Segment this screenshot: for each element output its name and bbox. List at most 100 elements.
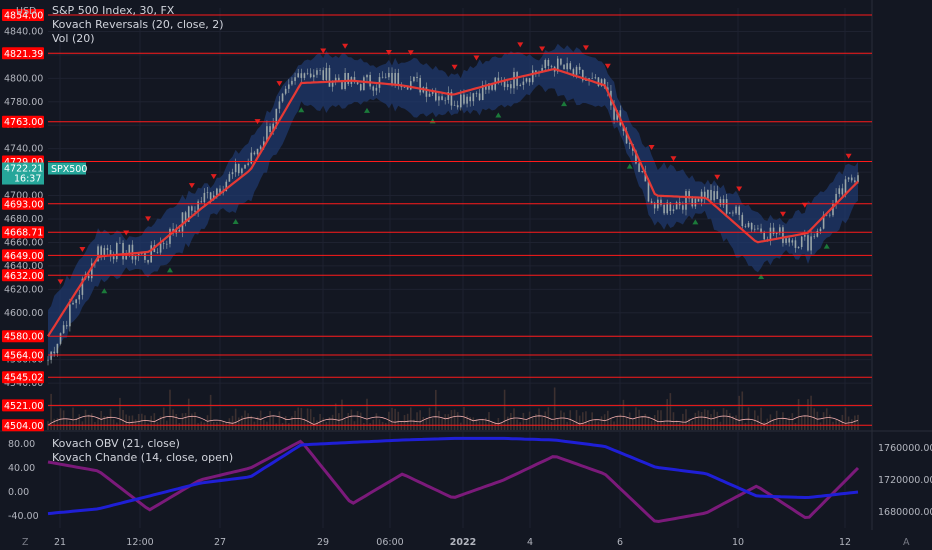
candle-body <box>247 163 249 165</box>
candle-body <box>228 174 231 182</box>
candle-body <box>688 191 690 199</box>
volume-bar <box>112 419 115 430</box>
candle-body <box>203 192 206 203</box>
volume-bar <box>341 399 343 430</box>
volume-bar <box>725 409 728 430</box>
level-label: 4763.00 <box>4 117 43 128</box>
candle-body <box>475 93 478 94</box>
sub-y-tick-label: -40.00 <box>8 511 39 522</box>
x-tick-label: 29 <box>317 537 329 548</box>
volume-bar <box>397 411 400 430</box>
candle-body <box>334 77 337 82</box>
x-tick-label: 4 <box>527 537 533 548</box>
candle-body <box>456 105 459 108</box>
candle-body <box>441 96 443 100</box>
level-label-bg <box>2 249 44 262</box>
sub-legend: Kovach OBV (21, close) Kovach Chande (14… <box>52 437 233 465</box>
candle-body <box>488 83 490 90</box>
candle-body <box>460 94 462 108</box>
volume-bar <box>494 421 497 430</box>
volume-bar <box>250 415 253 430</box>
volume-bar <box>688 418 690 430</box>
sub-y-tick-label: 80.00 <box>8 439 35 450</box>
candle-body <box>72 302 74 305</box>
candle-body <box>219 188 221 193</box>
volume-bar <box>181 413 184 430</box>
candle-body <box>241 168 243 174</box>
candle-body <box>738 206 740 215</box>
volume-bar <box>616 416 618 430</box>
candle-body <box>166 243 168 245</box>
candle-body <box>381 76 384 78</box>
volume-bar <box>607 410 609 430</box>
volume-bar <box>303 418 306 430</box>
candle-body <box>722 199 725 206</box>
down-reversal-marker <box>188 183 195 189</box>
volume-bar <box>578 415 581 430</box>
candle-body <box>294 77 296 81</box>
main-legend: S&P 500 Index, 30, FX Kovach Reversals (… <box>52 4 224 46</box>
candle-body <box>810 236 812 251</box>
candle-body <box>100 246 102 256</box>
candle-body <box>147 259 149 263</box>
price-badge-countdown: 16:37 <box>14 174 41 185</box>
volume-bar <box>134 419 137 430</box>
candle-body <box>716 191 719 200</box>
volume-bar <box>406 413 409 430</box>
candle-body <box>331 81 334 87</box>
up-reversal-marker <box>823 243 830 249</box>
volume-bar <box>800 416 803 430</box>
candle-body <box>216 188 218 196</box>
chande-line <box>47 439 860 524</box>
volume-bar <box>460 422 462 430</box>
candle-body <box>466 96 468 104</box>
volume-bar <box>832 421 834 430</box>
volume-bar <box>356 411 359 430</box>
y-tick-label: 4780.00 <box>4 97 43 108</box>
volume-bar <box>766 418 769 430</box>
volume-bar <box>600 416 603 430</box>
candle-body <box>503 81 506 88</box>
candle-body <box>663 204 665 214</box>
candle-body <box>300 73 303 78</box>
candle-body <box>75 299 77 303</box>
volume-bar <box>472 417 475 430</box>
indicator-chande-label: Kovach Chande (14, close, open) <box>52 451 234 464</box>
volume-bar <box>97 417 99 430</box>
volume-bar <box>237 417 240 430</box>
volume-bar <box>694 412 697 430</box>
candle-body <box>237 163 240 174</box>
volume-bar <box>413 419 415 430</box>
volume-bar <box>259 410 262 430</box>
candle-body <box>713 191 715 201</box>
candle-body <box>316 70 318 75</box>
volume-bar <box>234 408 237 430</box>
volume-bar <box>475 419 478 430</box>
volume-bar <box>331 414 334 430</box>
candle-body <box>69 304 71 327</box>
candle-body <box>760 228 762 233</box>
level-label-bg <box>2 269 44 282</box>
down-reversal-marker <box>670 156 677 162</box>
level-label: 4693.00 <box>4 199 43 210</box>
volume-bar <box>384 422 387 430</box>
volume-bar <box>441 417 443 430</box>
volume-bar <box>256 416 259 430</box>
volume-bar <box>794 422 797 430</box>
candle-body <box>313 74 315 78</box>
candle-body <box>575 66 578 75</box>
down-reversal-marker <box>473 55 480 61</box>
down-reversal-marker <box>320 48 327 54</box>
volume-bar <box>519 422 522 430</box>
volume-bar <box>785 419 787 430</box>
candle-body <box>416 76 418 79</box>
volume-bar <box>116 422 118 430</box>
candle-body <box>419 78 421 93</box>
candle-body <box>613 105 615 120</box>
candle-body <box>572 69 575 75</box>
level-label: 4545.02 <box>4 373 43 384</box>
candle-body <box>525 78 528 82</box>
candle-body <box>356 82 359 85</box>
volume-bar <box>453 409 456 430</box>
